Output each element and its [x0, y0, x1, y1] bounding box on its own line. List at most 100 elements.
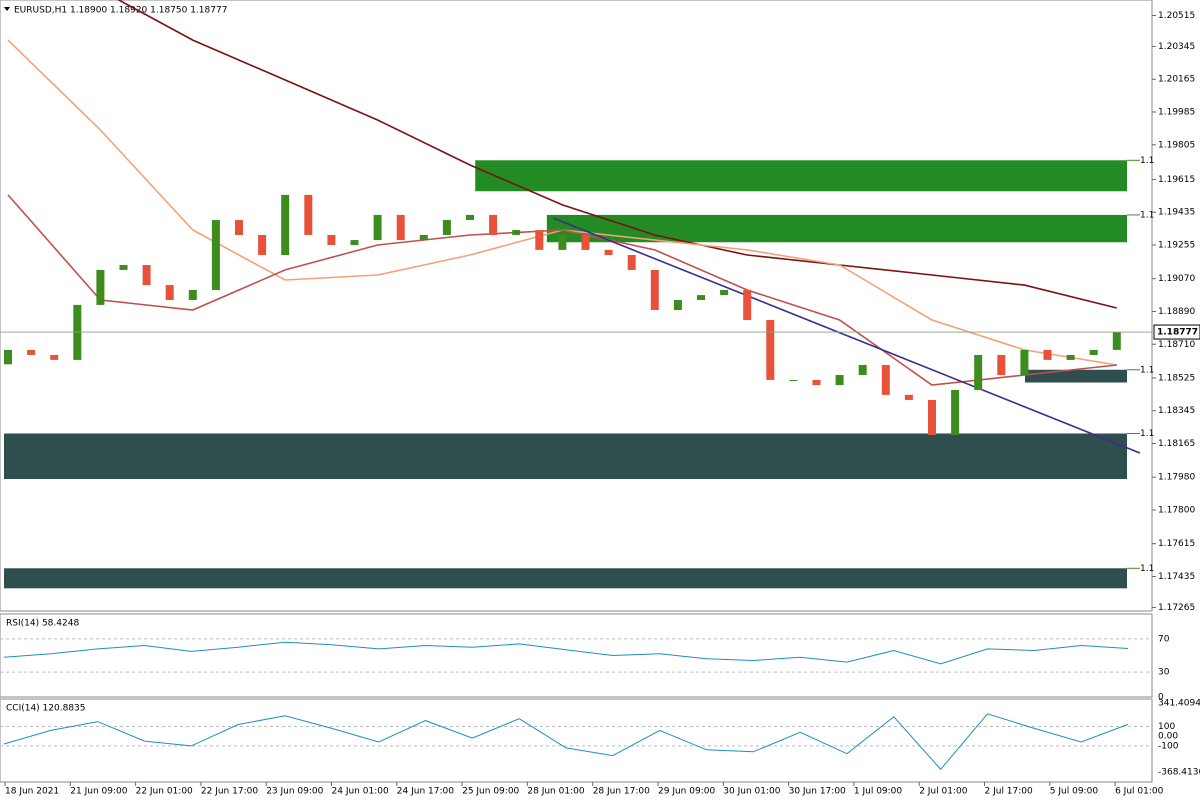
- x-tick-label: 2 Jul 01:00: [919, 787, 968, 797]
- cci-frame: [0, 698, 1153, 783]
- x-tick-label: 21 Jun 09:00: [70, 787, 127, 797]
- y-tick-label: 1.19255: [1158, 240, 1195, 250]
- candle-body: [96, 269, 105, 305]
- menu-arrow: [4, 7, 10, 11]
- candle-body: [604, 249, 613, 255]
- zone-label: 1.1: [1140, 429, 1154, 439]
- candle-body: [673, 299, 682, 311]
- y-tick-label: 1.19435: [1158, 208, 1195, 218]
- candle-body: [442, 220, 451, 235]
- osc-tick-label: -100: [1158, 741, 1179, 751]
- price-zone: [546, 214, 1127, 243]
- price-zone: [1025, 369, 1127, 383]
- candle-body: [1066, 354, 1075, 360]
- candle-body: [512, 230, 521, 235]
- candle-body: [858, 365, 867, 376]
- candle-body: [304, 194, 313, 235]
- main-frame: [0, 0, 1153, 612]
- y-tick-label: 1.20345: [1158, 42, 1195, 52]
- zone-label: 1.1: [1140, 156, 1154, 166]
- moving-average: [7, 194, 1117, 386]
- price-zone: [4, 433, 1127, 480]
- candle-body: [904, 394, 913, 400]
- candle-body: [558, 234, 567, 250]
- candle-body: [1020, 349, 1029, 376]
- y-tick-label: 1.19805: [1158, 140, 1195, 150]
- osc-tick-label: 100: [1158, 722, 1175, 732]
- x-tick-label: 30 Jun 17:00: [789, 787, 846, 797]
- candle-body: [789, 379, 798, 381]
- rsi-line: [3, 641, 1129, 665]
- osc-tick-label: 30: [1158, 668, 1170, 678]
- y-tick-label: 1.17615: [1158, 539, 1195, 549]
- osc-tick-label: 70: [1158, 634, 1170, 644]
- x-tick-label: 23 Jun 09:00: [266, 787, 323, 797]
- x-tick-label: 29 Jun 09:00: [658, 787, 715, 797]
- zone-label: 1.1: [1140, 210, 1154, 220]
- osc-tick-label: 0: [1158, 693, 1164, 703]
- candle-body: [50, 354, 59, 360]
- candle-body: [396, 214, 405, 241]
- candle-body: [1089, 349, 1098, 355]
- x-tick-label: 24 Jun 17:00: [397, 787, 454, 797]
- y-tick-label: 1.19615: [1158, 175, 1195, 185]
- candle-body: [766, 320, 775, 380]
- osc-tick-label: -368.4136: [1158, 768, 1200, 778]
- y-tick-label: 1.17265: [1158, 603, 1195, 613]
- y-tick-label: 1.19070: [1158, 274, 1195, 284]
- y-tick-label: 1.20165: [1158, 75, 1195, 85]
- candle-body: [1043, 349, 1052, 360]
- price-zone: [475, 160, 1127, 192]
- y-tick-label: 1.18890: [1158, 307, 1195, 317]
- candle-body: [350, 240, 359, 245]
- candle-body: [581, 234, 590, 250]
- osc-tick-label: 0.00: [1158, 732, 1178, 742]
- candle-body: [419, 234, 428, 241]
- zone-label: 1.1: [1140, 564, 1154, 574]
- moving-average: [7, 39, 1117, 366]
- candle-body: [27, 349, 36, 355]
- candle-body: [489, 214, 498, 235]
- candle-body: [281, 194, 290, 255]
- y-tick-label: 1.18165: [1158, 439, 1195, 449]
- y-tick-label: 1.19985: [1158, 108, 1195, 118]
- x-tick-label: 24 Jun 01:00: [332, 787, 389, 797]
- candle-body: [235, 220, 243, 235]
- candle-body: [119, 265, 128, 270]
- candle-body: [881, 365, 890, 395]
- y-tick-label: 1.17435: [1158, 572, 1195, 582]
- candle-body: [951, 389, 960, 435]
- candle-body: [928, 399, 936, 435]
- current-price-box: [1153, 324, 1200, 340]
- moving-average: [117, 0, 1117, 309]
- x-tick-label: 25 Jun 09:00: [462, 787, 519, 797]
- x-tick-label: 6 Jul 01:00: [1115, 787, 1164, 797]
- x-tick-label: 28 Jun 01:00: [527, 787, 584, 797]
- x-tick-label: 18 Jun 2021: [5, 787, 59, 797]
- candle-body: [327, 234, 336, 245]
- candle-body: [650, 269, 659, 311]
- x-tick-label: 30 Jun 01:00: [723, 787, 780, 797]
- current-price-label: 1.18777: [1157, 328, 1198, 338]
- osc-tick-label: 341.4094: [1158, 699, 1200, 709]
- candle-body: [466, 214, 474, 221]
- x-tick-label: 22 Jun 17:00: [201, 787, 258, 797]
- candle-body: [535, 230, 544, 250]
- zone-label: 1.1: [1140, 365, 1154, 375]
- y-tick-label: 1.18710: [1158, 340, 1195, 350]
- x-tick-label: 5 Jul 09:00: [1050, 787, 1099, 797]
- candle-body: [974, 354, 983, 390]
- candle-body: [997, 354, 1006, 376]
- candle-body: [1112, 332, 1121, 350]
- y-tick-label: 1.17980: [1158, 473, 1195, 483]
- candle-body: [211, 220, 220, 290]
- cci-line: [3, 713, 1129, 771]
- candle-body: [188, 289, 197, 300]
- x-tick-label: 28 Jun 17:00: [593, 787, 650, 797]
- y-tick-label: 1.18525: [1158, 373, 1195, 383]
- y-tick-label: 1.17800: [1158, 506, 1195, 516]
- candle-body: [258, 234, 267, 255]
- candle-body: [812, 379, 821, 386]
- rsi-frame: [0, 613, 1153, 698]
